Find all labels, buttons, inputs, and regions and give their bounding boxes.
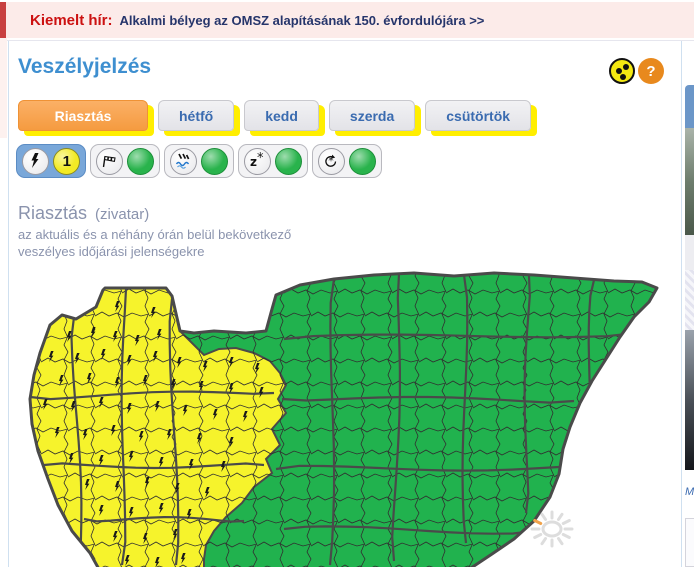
sidebar-photo-sliver [685, 330, 694, 470]
sidebar-image-sliver [685, 128, 694, 235]
section-qualifier: (zivatar) [95, 206, 150, 223]
thunderstorm-icon [21, 147, 49, 175]
warning-type-thunderstorm[interactable]: 1 [16, 144, 86, 178]
warning-type-shower[interactable] [164, 144, 234, 178]
svg-text:z: z [250, 155, 257, 169]
sidebar-text-sliver: M [685, 485, 694, 499]
warning-level-badge [275, 147, 303, 175]
freezing-rain-icon: * [317, 147, 345, 175]
content-right-border [681, 41, 682, 567]
banner-label: Kiemelt hír: [30, 11, 113, 29]
warning-level-badge: 1 [53, 147, 81, 175]
shower-icon [169, 147, 197, 175]
warning-type-wind[interactable] [90, 144, 160, 178]
warning-level-badge [201, 147, 229, 175]
sidebar-header-sliver [685, 85, 694, 128]
banner-link[interactable]: Alkalmi bélyeg az OMSZ alapításának 150.… [119, 12, 485, 28]
section-description: az aktuális és a néhány órán belül beköv… [18, 227, 292, 259]
accessibility-icon[interactable] [609, 58, 635, 84]
day-tabs: Riasztás hétfő kedd szerda csütörtök [18, 100, 532, 131]
wind-icon [95, 147, 123, 175]
tab-szerda[interactable]: szerda [328, 100, 416, 131]
hungary-warning-map[interactable] [14, 269, 682, 567]
help-icon[interactable]: ? [638, 58, 664, 84]
warning-level-badge [349, 147, 377, 175]
section-title: Riasztás (zivatar) [18, 203, 150, 223]
left-margin [0, 38, 7, 138]
sidebar-block-sliver [685, 235, 694, 270]
snowdrift-icon: z * [243, 147, 271, 175]
sidebar-hatch-sliver [685, 270, 694, 330]
tab-hetfo[interactable]: hétfő [158, 100, 235, 131]
news-banner[interactable]: Kiemelt hír: Alkalmi bélyeg az OMSZ alap… [0, 2, 694, 38]
tab-kedd[interactable]: kedd [244, 100, 319, 131]
warning-type-freezing-rain[interactable]: * [312, 144, 382, 178]
page-title: Veszélyjelzés [18, 55, 152, 78]
svg-text:*: * [328, 155, 334, 168]
svg-text:*: * [257, 152, 264, 166]
content-left-border [8, 41, 9, 567]
loading-sun-icon [530, 510, 574, 548]
tab-riasztas[interactable]: Riasztás [18, 100, 148, 131]
sidebar-box-sliver [685, 518, 694, 567]
divider [0, 40, 694, 41]
warning-type-row: 1 [16, 144, 382, 178]
warning-level-badge [127, 147, 155, 175]
tab-csutortok[interactable]: csütörtök [425, 100, 532, 131]
warning-type-snowdrift[interactable]: z * [238, 144, 308, 178]
